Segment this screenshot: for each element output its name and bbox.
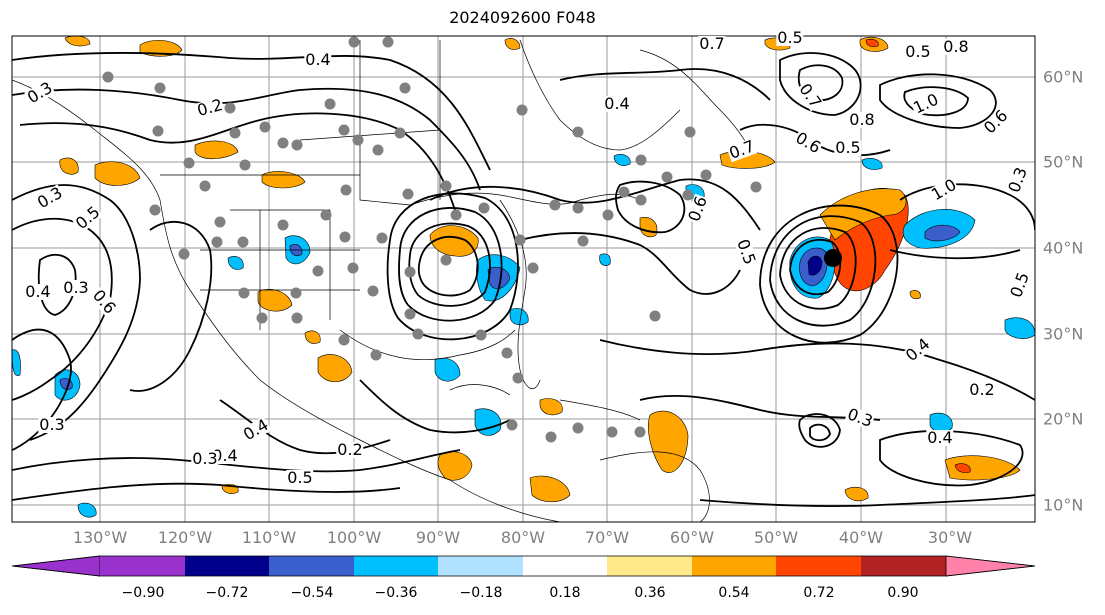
colorbar-segment [692,556,776,576]
map-border [11,35,1036,523]
coastlines [12,39,751,522]
lon-label: 110°W [241,528,297,547]
chart-title: 2024092600 F048 [449,8,596,27]
colorbar-tick: −0.72 [205,585,249,601]
shaded-field [12,36,1035,518]
colorbar-segment [861,556,946,576]
colorbar-tick: 0.90 [887,585,919,601]
contour-label: 0.2 [336,440,364,459]
contour-label: 0.3 [191,449,219,468]
lon-label: 90°W [415,528,461,547]
contour-label: 0.5 [904,42,932,61]
lat-label: 10°N [1043,495,1084,515]
lon-label: 100°W [326,528,382,547]
lon-label: 30°W [927,528,973,547]
contour-label: 0.5 [286,468,314,487]
colorbar-tick: −0.90 [121,585,165,601]
lon-label: 60°W [669,528,715,547]
colorbar-segment [354,556,438,576]
contour-label: 0.4 [24,282,52,301]
contour-label: 0.4 [926,428,954,447]
contour-label: 0.3 [62,278,90,297]
contour-label: 0.5 [834,138,862,157]
colorbar-tick: 0.54 [718,585,750,601]
contour-lines [12,52,1035,508]
lat-label: 30°N [1043,324,1084,344]
colorbar-tick: −0.36 [374,585,418,601]
colorbar-tick: 0.18 [549,585,581,601]
colorbar-segment [607,556,692,576]
contour-label: 0.3 [38,415,66,434]
lat-label: 20°N [1043,409,1084,429]
colorbar-segment [776,556,861,576]
colorbar-extend-low [11,555,101,577]
colorbar-segment [185,556,269,576]
colorbar-outline [11,555,1036,577]
lon-label: 80°W [500,528,546,547]
station-markers [102,36,762,443]
colorbar-segment [438,556,523,576]
colorbar-tick: 0.72 [803,585,835,601]
lon-label: 130°W [72,528,128,547]
contour-label: 0.4 [603,94,631,113]
lon-label: 50°W [753,528,799,547]
lat-label: 40°N [1043,238,1084,258]
lon-label: 40°W [838,528,884,547]
contour-label: 0.5 [776,28,804,47]
storm-center-marker [824,249,842,267]
colorbar-segment [523,556,607,576]
contour-label: 0.2 [968,380,996,399]
colorbar-extend-high [945,555,1036,577]
contour-label: 0.8 [942,37,970,56]
lon-label: 120°W [157,528,213,547]
contour-label: 0.8 [848,110,876,129]
colorbar-segment [269,556,354,576]
colorbar [11,555,1036,577]
lat-label: 60°N [1043,67,1084,87]
colorbar-tick: −0.18 [459,585,503,601]
lat-label: 50°N [1043,152,1084,172]
colorbar-tick: −0.54 [290,585,334,601]
colorbar-tick: 0.36 [634,585,666,601]
contour-label: 0.7 [698,34,726,53]
contour-label: 0.4 [304,50,332,69]
colorbar-segment [100,556,185,576]
lon-label: 70°W [584,528,630,547]
